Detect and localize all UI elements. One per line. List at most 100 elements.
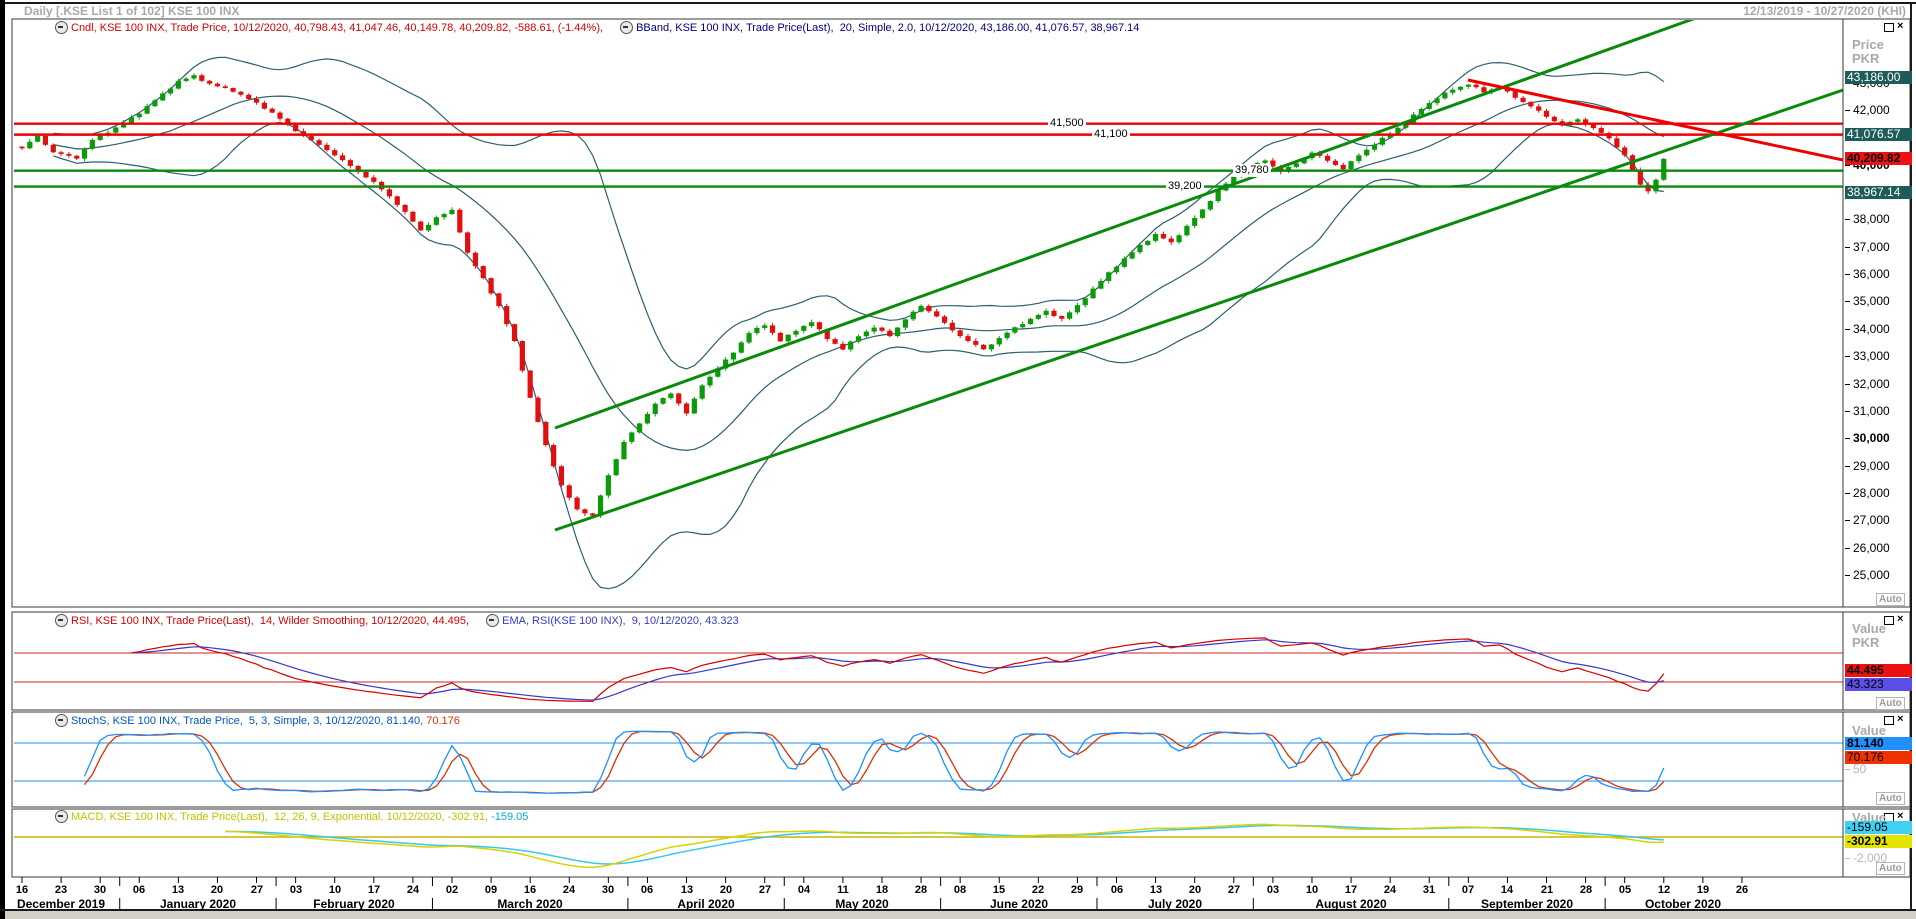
x-axis-day-label: 12 — [1657, 884, 1671, 896]
stoch-k-line — [83, 730, 1665, 794]
clock-icon[interactable] — [55, 810, 68, 823]
x-axis-day-label: 08 — [953, 884, 967, 896]
rsi-axis-unit-label: Value — [1852, 621, 1886, 636]
price-tick-label: 42,000 — [1845, 103, 1890, 117]
price-tick-label: 25,000 — [1845, 568, 1890, 582]
x-axis-month-label: December 2019 — [16, 897, 106, 911]
close-icon[interactable]: × — [1897, 20, 1904, 32]
x-axis-day-label: 16 — [15, 884, 29, 896]
price-tick-label: 38,000 — [1845, 212, 1890, 226]
main-legend-text: Cndl, KSE 100 INX, Trade Price, 10/12/20… — [71, 21, 607, 34]
x-axis-day-label: 13 — [171, 884, 185, 896]
x-axis-month-label: March 2020 — [497, 897, 563, 911]
x-axis-day-label: 06 — [1110, 884, 1124, 896]
x-axis-day-label: 31 — [1422, 884, 1436, 896]
status-strip — [5, 911, 1916, 919]
x-axis-day-label: 06 — [132, 884, 146, 896]
clock-icon[interactable] — [55, 21, 68, 34]
x-axis-day-label: 20 — [1188, 884, 1202, 896]
macd-line — [225, 823, 1664, 869]
x-axis-day-label: 13 — [1149, 884, 1163, 896]
price-tick-label: 34,000 — [1845, 322, 1890, 336]
trend-line — [554, 20, 1695, 430]
price-tick-label: 36,000 — [1845, 267, 1890, 281]
main-axis-unit-label: Price — [1852, 37, 1884, 52]
stoch-legend-entry[interactable]: StochS, KSE 100 INX, Trade Price, 5, 3, … — [55, 714, 460, 727]
price-tick-label: 27,000 — [1845, 513, 1890, 527]
stoch-auto-scale-button[interactable]: Auto — [1876, 792, 1905, 805]
macd-gray-tick: -2,000 — [1845, 851, 1887, 865]
close-icon[interactable]: × — [1897, 613, 1904, 625]
x-axis-day-label: 27 — [758, 884, 772, 896]
window-right-border — [1910, 2, 1912, 909]
close-icon[interactable]: × — [1897, 713, 1904, 725]
rsi-legend-entry[interactable]: RSI, KSE 100 INX, Trade Price(Last), 14,… — [55, 614, 472, 627]
stoch-value-badge: 81.140 — [1845, 737, 1912, 750]
price-tick-label: 37,000 — [1845, 240, 1890, 254]
x-axis-day-label: 17 — [367, 884, 381, 896]
x-axis-day-label: 10 — [1305, 884, 1319, 896]
candlestick-series — [19, 73, 1667, 518]
x-axis-day-label: 03 — [1266, 884, 1280, 896]
maximize-icon[interactable] — [1884, 716, 1894, 725]
x-axis-month-label: January 2020 — [159, 897, 237, 911]
x-axis-day-label: 21 — [1540, 884, 1554, 896]
rsi-auto-scale-button[interactable]: Auto — [1876, 697, 1905, 710]
macd-legend-text: -159.05 — [491, 810, 529, 823]
page-title: Daily [.KSE List 1 of 102] KSE 100 INX — [24, 4, 240, 18]
x-axis-day-label: 06 — [640, 884, 654, 896]
x-axis-day-label: 20 — [210, 884, 224, 896]
main-value-badge: 38,967.14 — [1845, 186, 1912, 199]
main-legend-entry[interactable]: Cndl, KSE 100 INX, Trade Price, 10/12/20… — [55, 21, 606, 34]
stoch-legend-text: StochS, KSE 100 INX, Trade Price, 5, 3, … — [71, 714, 427, 727]
window-top-border — [0, 2, 1916, 4]
x-axis-day-label: 20 — [719, 884, 733, 896]
x-axis-day-label: 24 — [406, 884, 420, 896]
x-axis-day-label: 27 — [250, 884, 264, 896]
price-tick-label: 33,000 — [1845, 349, 1890, 363]
rsi-legend: RSI, KSE 100 INX, Trade Price(Last), 14,… — [55, 614, 1455, 627]
x-axis-day-label: 09 — [484, 884, 498, 896]
x-axis-month-label: October 2020 — [1644, 897, 1722, 911]
main-value-badge: 40,209.82 — [1845, 152, 1912, 165]
macd-auto-scale-button[interactable]: Auto — [1876, 862, 1905, 875]
x-axis-day-label: 18 — [875, 884, 889, 896]
rsi-legend-text: EMA, RSI(KSE 100 INX), 9, 10/12/2020, 43… — [502, 614, 739, 627]
clock-icon[interactable] — [55, 714, 68, 727]
clock-icon[interactable] — [620, 21, 634, 34]
x-axis-day-label: 22 — [1031, 884, 1045, 896]
maximize-icon[interactable] — [1884, 23, 1894, 32]
date-range-label: 12/13/2019 - 10/27/2020 (KHI) — [1743, 4, 1906, 18]
x-axis-month-label: May 2020 — [835, 897, 889, 911]
stoch-legend-text: 70.176 — [426, 714, 460, 727]
x-axis-day-label: 04 — [797, 884, 811, 896]
chart-plot-area[interactable] — [14, 19, 1843, 877]
main-auto-scale-button[interactable]: Auto — [1876, 593, 1905, 606]
x-axis-day-label: 02 — [445, 884, 459, 896]
level-label[interactable]: 39,200 — [1166, 180, 1204, 193]
main-legend: Cndl, KSE 100 INX, Trade Price, 10/12/20… — [55, 21, 1455, 34]
x-axis-day-label: 28 — [914, 884, 928, 896]
level-label[interactable]: 39,780 — [1233, 164, 1271, 177]
macd-axis-unit-label: Value — [1852, 810, 1886, 825]
level-label[interactable]: 41,500 — [1048, 117, 1086, 130]
clock-icon[interactable] — [486, 614, 500, 627]
x-axis-day-label: 16 — [523, 884, 537, 896]
macd-legend-entry[interactable]: MACD, KSE 100 INX, Trade Price(Last), 12… — [55, 810, 528, 823]
main-legend-entry[interactable]: BBand, KSE 100 INX, Trade Price(Last), 2… — [620, 21, 1139, 34]
level-label[interactable]: 41,100 — [1092, 128, 1130, 141]
clock-icon[interactable] — [55, 614, 68, 627]
rsi-legend-text: RSI, KSE 100 INX, Trade Price(Last), 14,… — [71, 614, 473, 627]
price-tick-label: 26,000 — [1845, 541, 1890, 555]
price-tick-label: 35,000 — [1845, 294, 1890, 308]
trend-line — [554, 88, 1843, 532]
rsi-axis-unit-label: PKR — [1852, 635, 1880, 650]
bollinger-lower-line — [53, 121, 1664, 590]
rsi-ema-line — [131, 639, 1664, 701]
close-icon[interactable]: × — [1897, 810, 1904, 822]
maximize-icon[interactable] — [1884, 616, 1894, 625]
macd-legend: MACD, KSE 100 INX, Trade Price(Last), 12… — [55, 810, 1455, 823]
rsi-legend-entry[interactable]: EMA, RSI(KSE 100 INX), 9, 10/12/2020, 43… — [486, 614, 739, 627]
